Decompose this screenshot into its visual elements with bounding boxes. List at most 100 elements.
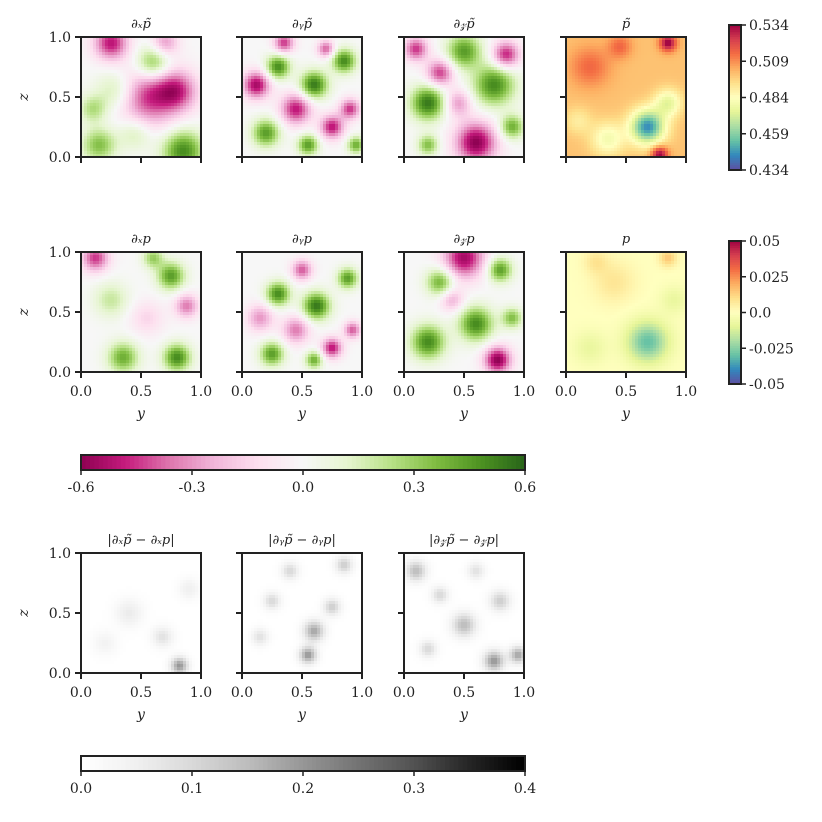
heatmap-cell (476, 145, 480, 149)
heatmap-cell (96, 127, 100, 131)
heatmap-cell (431, 82, 435, 86)
heatmap-cell (338, 52, 342, 56)
heatmap-cell (308, 154, 312, 158)
heatmap-cell (491, 100, 495, 104)
heatmap-cell (287, 88, 291, 92)
heatmap-cell (275, 106, 279, 110)
heatmap-cell (323, 130, 327, 134)
heatmap-cell (431, 103, 435, 107)
heatmap-cell (431, 76, 435, 80)
heatmap-cell (165, 118, 169, 122)
heatmap-cell (515, 121, 519, 125)
heatmap-cell (611, 43, 615, 47)
heatmap-cell (422, 151, 426, 155)
heatmap-cell (512, 55, 516, 59)
heatmap-cell (174, 55, 178, 59)
heatmap-cell (347, 94, 351, 98)
heatmap-cell (147, 55, 151, 59)
heatmap-cell (356, 136, 360, 140)
heatmap-cell (263, 127, 267, 131)
heatmap-cell (296, 109, 300, 113)
heatmap-cell (150, 133, 154, 137)
heatmap-cell (506, 40, 510, 44)
heatmap-cell (278, 70, 282, 74)
heatmap-cell (153, 73, 157, 77)
heatmap-cell (680, 40, 684, 44)
heatmap-cell (476, 37, 480, 41)
heatmap-cell (452, 133, 456, 137)
heatmap-cell (159, 112, 163, 116)
heatmap-cell (485, 43, 489, 47)
heatmap-cell (123, 49, 127, 53)
heatmap-cell (419, 76, 423, 80)
heatmap-cell (242, 46, 246, 50)
heatmap-cell (437, 88, 441, 92)
heatmap-cell (452, 67, 456, 71)
heatmap-cell (485, 142, 489, 146)
heatmap-cell (332, 88, 336, 92)
heatmap-cell (162, 73, 166, 77)
heatmap-cell (497, 37, 501, 41)
heatmap-cell (458, 37, 462, 41)
heatmap-cell (521, 121, 525, 125)
heatmap-cell (437, 106, 441, 110)
heatmap-cell (165, 85, 169, 89)
heatmap-cell (260, 79, 264, 83)
heatmap-cell (272, 145, 276, 149)
heatmap-cell (108, 94, 112, 98)
heatmap-cell (434, 130, 438, 134)
heatmap-cell (195, 145, 199, 149)
heatmap-cell (497, 112, 501, 116)
heatmap-cell (311, 148, 315, 152)
heatmap-cell (183, 142, 187, 146)
heatmap-cell (404, 112, 408, 116)
heatmap-cell (287, 127, 291, 131)
heatmap-cell (356, 142, 360, 146)
heatmap-cell (272, 91, 276, 95)
heatmap-cell (129, 118, 133, 122)
heatmap-cell (293, 97, 297, 101)
heatmap-cell (521, 46, 525, 50)
heatmap-cell (242, 121, 246, 125)
heatmap-cell (117, 58, 121, 62)
heatmap-cell (320, 139, 324, 143)
heatmap-cell (461, 145, 465, 149)
heatmap-cell (156, 115, 160, 119)
heatmap-cell (425, 148, 429, 152)
heatmap-cell (138, 97, 142, 101)
heatmap-cell (323, 67, 327, 71)
heatmap-cell (494, 130, 498, 134)
heatmap-cell (467, 52, 471, 56)
heatmap-cell (183, 46, 187, 50)
heatmap-cell (171, 106, 175, 110)
heatmap-cell (260, 58, 264, 62)
heatmap-cell (84, 79, 88, 83)
heatmap-cell (180, 76, 184, 80)
heatmap-cell (147, 70, 151, 74)
panel-title: ∂ₓp̃ (131, 17, 151, 32)
heatmap-cell (174, 130, 178, 134)
heatmap-cell (356, 100, 360, 104)
heatmap-cell (195, 67, 199, 71)
heatmap-cell (287, 133, 291, 137)
heatmap-cell (473, 148, 477, 152)
heatmap-cell (506, 37, 510, 41)
heatmap-cell (266, 79, 270, 83)
heatmap-cell (494, 67, 498, 71)
heatmap-cell (281, 61, 285, 65)
heatmap-cell (437, 112, 441, 116)
heatmap-cell (263, 112, 267, 116)
heatmap-cell (416, 61, 420, 65)
heatmap-cell (482, 88, 486, 92)
heatmap-cell (99, 85, 103, 89)
heatmap-cell (449, 37, 453, 41)
heatmap-cell (491, 124, 495, 128)
heatmap-cell (506, 82, 510, 86)
heatmap-cell (135, 76, 139, 80)
heatmap-cell (638, 43, 642, 47)
heatmap-cell (290, 49, 294, 53)
heatmap-cell (659, 46, 663, 50)
heatmap-cell (449, 40, 453, 44)
heatmap-cell (458, 115, 462, 119)
heatmap-cell (479, 145, 483, 149)
